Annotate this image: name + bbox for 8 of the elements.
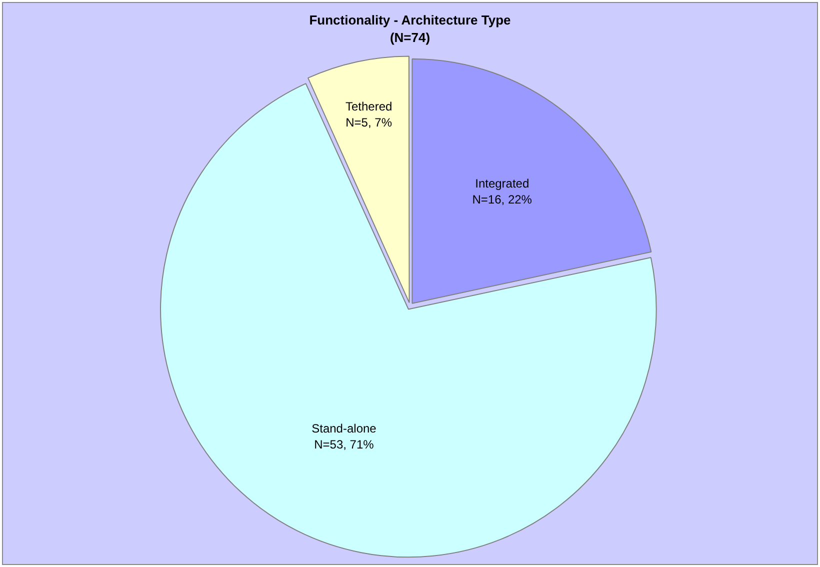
slice-label: Integrated xyxy=(475,176,530,190)
data-label: N=16, 22% xyxy=(472,192,532,206)
data-label: N=5, 7% xyxy=(346,115,392,130)
slice-label: Stand-alone xyxy=(312,421,377,436)
data-label: N=53, 71% xyxy=(314,437,374,452)
chart-title: Functionality - Architecture Type xyxy=(309,12,511,28)
chart-subtitle: (N=74) xyxy=(390,30,430,45)
slice-label: Tethered xyxy=(345,99,392,114)
